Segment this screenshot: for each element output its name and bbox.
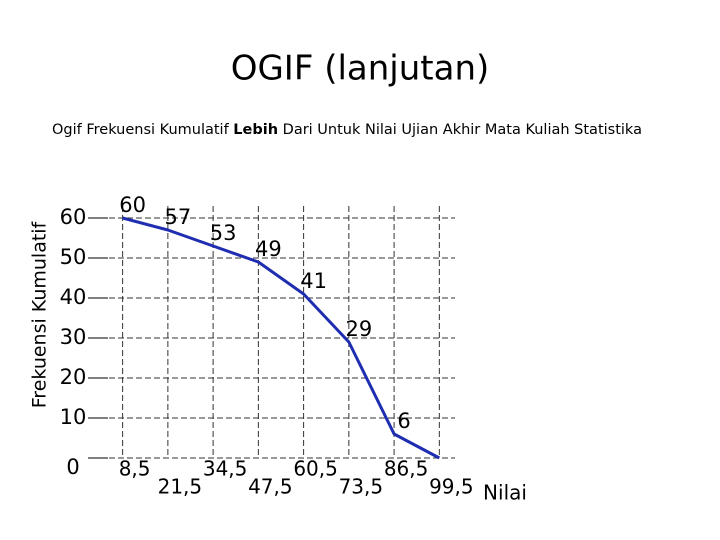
subtitle-part: Ogif Frekuensi Kumulatif: [52, 122, 233, 138]
x-tick-label: 86,5: [384, 457, 429, 481]
y-tick-label: 60: [60, 205, 87, 229]
y-tick-label: 50: [60, 245, 87, 269]
x-tick-label: 8,5: [119, 457, 151, 481]
data-label: 57: [165, 205, 192, 229]
x-tick-label: 34,5: [203, 457, 248, 481]
x-tick-label: 47,5: [248, 475, 293, 499]
data-label: 53: [210, 221, 237, 245]
data-label: 49: [255, 237, 282, 261]
slide-title: OGIF (lanjutan): [231, 49, 490, 89]
y-tick-label: 20: [60, 365, 87, 389]
x-tick-label: 21,5: [158, 475, 203, 499]
subtitle-part: Lebih: [233, 122, 278, 138]
y-tick-label: 30: [60, 325, 87, 349]
y-tick-label: 40: [60, 285, 87, 309]
x-tick-label: 73,5: [339, 475, 384, 499]
subtitle-part: Dari Untuk Nilai Ujian Akhir Mata Kuliah…: [278, 122, 642, 138]
y-axis-title: Frekuensi Kumulatif: [29, 220, 51, 408]
y-tick-label: 10: [60, 405, 87, 429]
y-tick-label: 0: [66, 455, 79, 479]
x-tick-label: 60,5: [293, 457, 338, 481]
chart-subtitle: Ogif Frekuensi Kumulatif Lebih Dari Untu…: [52, 122, 642, 138]
data-label: 60: [119, 193, 146, 217]
data-label: 29: [345, 317, 372, 341]
data-label: 6: [397, 409, 410, 433]
x-tick-label: 99,5: [429, 475, 474, 499]
x-axis-title: Nilai: [483, 481, 527, 505]
ogive-line: [122, 216, 441, 460]
data-label: 41: [300, 269, 327, 293]
